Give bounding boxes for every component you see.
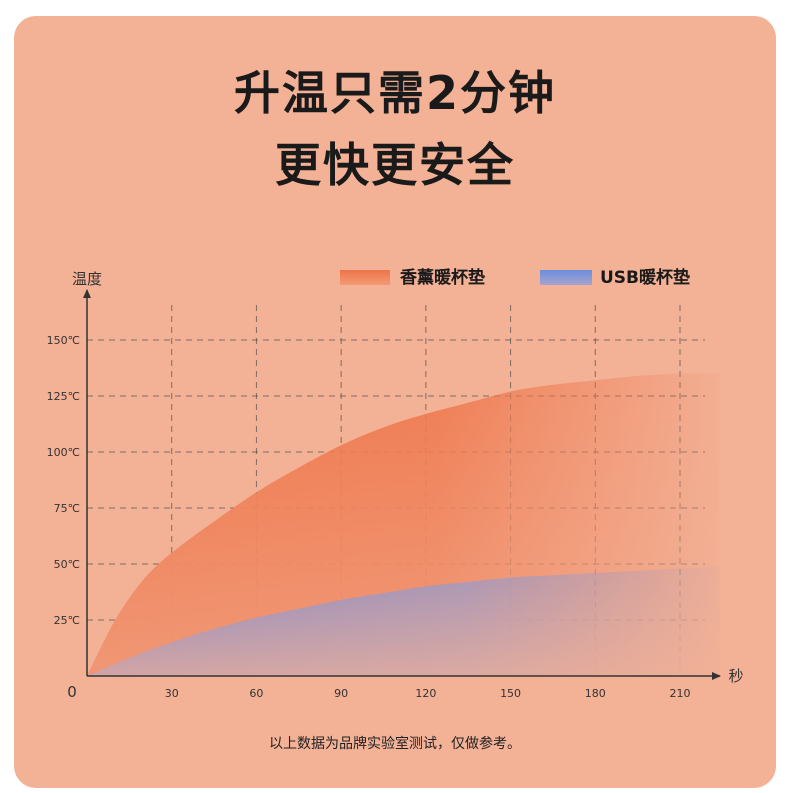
x-tick-label-210: 210 [670,687,691,700]
y-tick-label-150: 150℃ [47,334,80,347]
x-tick-label-60: 60 [249,687,263,700]
series-areas [87,373,720,676]
legend: 香薰暖杯垫 USB暖杯垫 [340,267,690,288]
legend-swatch-aroma [340,270,390,285]
legend-item-aroma-coaster: 香薰暖杯垫 [340,267,485,288]
legend-label-aroma: 香薰暖杯垫 [400,267,485,288]
x-tick-label-180: 180 [585,687,606,700]
axis-labels: 温度 秒 0 25℃ 50℃ 75℃ 100℃ 125℃ 150℃ 30 60 90 120 150… [47,270,744,701]
headline-line-1: 升温只需2分钟 [233,66,556,120]
y-tick-label-75: 75℃ [54,502,80,515]
x-tick-label-120: 120 [415,687,436,700]
x-tick-label-30: 30 [165,687,179,700]
y-tick-label-125: 125℃ [47,390,80,403]
y-tick-label-25: 25℃ [54,614,80,627]
axes [83,289,721,680]
headline-line-2: 更快更安全 [275,138,515,192]
x-origin-label: 0 [67,683,77,701]
legend-swatch-usb [540,270,592,285]
x-tick-label-150: 150 [500,687,521,700]
x-tick-label-90: 90 [334,687,348,700]
legend-label-usb: USB暖杯垫 [600,267,690,288]
footnote: 以上数据为品牌实验室测试，仅做参考。 [269,736,521,752]
x-axis-title: 秒 [728,667,743,685]
legend-item-usb-coaster: USB暖杯垫 [540,267,690,288]
y-axis-title: 温度 [72,270,102,288]
area-usb-coaster-fade [87,566,720,676]
y-tick-label-50: 50℃ [54,558,80,571]
y-tick-label-100: 100℃ [47,446,80,459]
